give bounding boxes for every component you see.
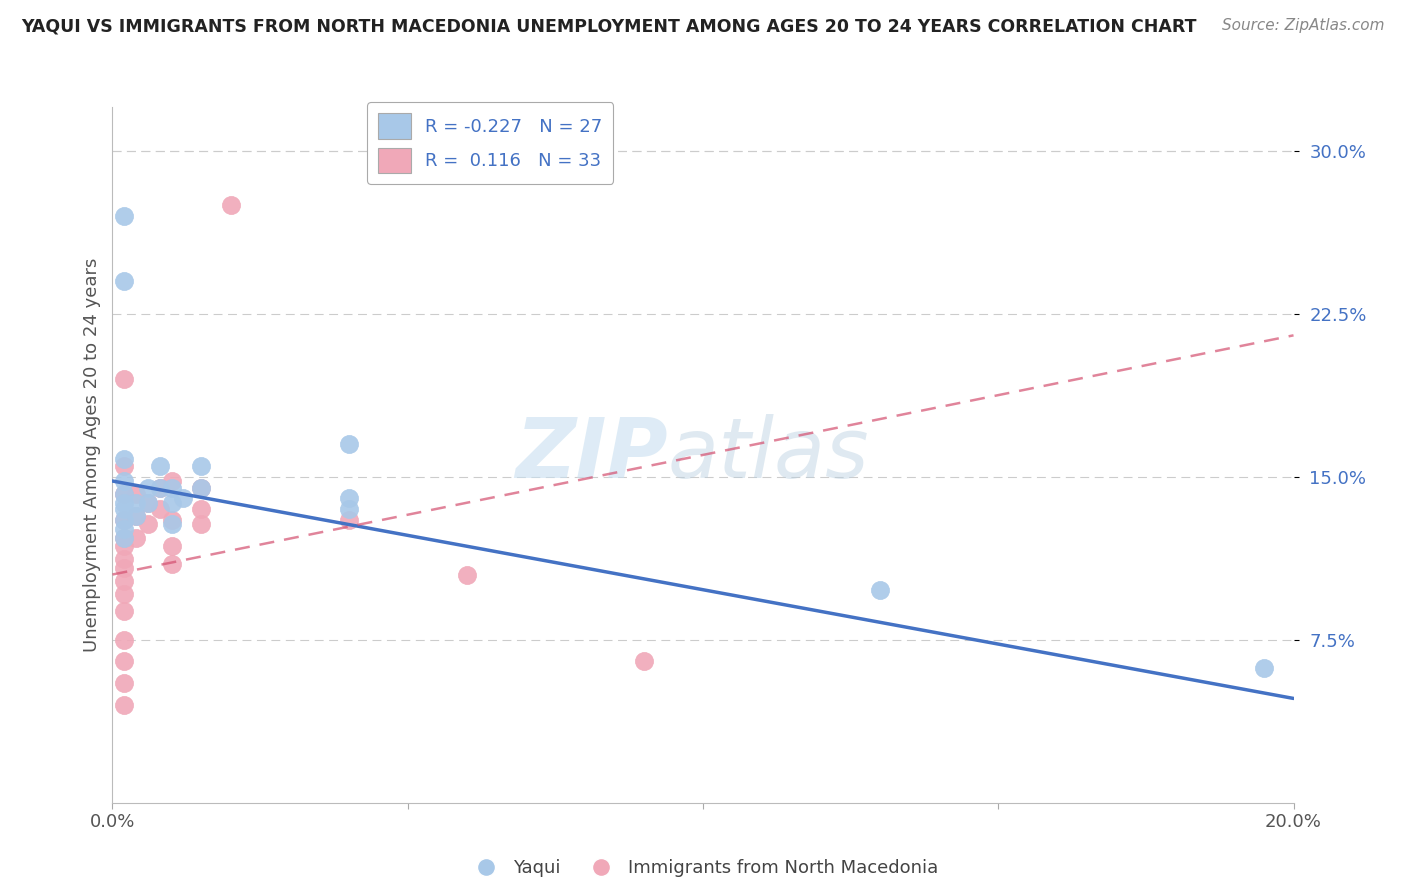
Point bbox=[112, 209, 135, 223]
Point bbox=[149, 481, 172, 495]
Point bbox=[112, 452, 135, 467]
Point bbox=[112, 676, 135, 690]
Point bbox=[112, 496, 135, 510]
Point bbox=[337, 502, 360, 516]
Point bbox=[337, 491, 360, 506]
Point bbox=[869, 582, 891, 597]
Point bbox=[149, 502, 172, 516]
Point bbox=[149, 458, 172, 473]
Point bbox=[112, 587, 135, 601]
Point bbox=[160, 539, 183, 553]
Point bbox=[125, 531, 148, 545]
Point bbox=[112, 274, 135, 288]
Point bbox=[112, 561, 135, 575]
Point bbox=[160, 557, 183, 571]
Point bbox=[112, 605, 135, 619]
Point bbox=[112, 513, 135, 527]
Point bbox=[125, 496, 148, 510]
Point bbox=[190, 502, 212, 516]
Point bbox=[190, 481, 212, 495]
Point bbox=[160, 517, 183, 532]
Point bbox=[112, 655, 135, 669]
Point bbox=[112, 372, 135, 386]
Point bbox=[190, 517, 212, 532]
Point bbox=[190, 481, 212, 495]
Point bbox=[160, 513, 183, 527]
Point bbox=[112, 698, 135, 712]
Point bbox=[112, 458, 135, 473]
Point bbox=[112, 522, 135, 536]
Point bbox=[112, 552, 135, 566]
Point bbox=[190, 458, 212, 473]
Point bbox=[112, 531, 135, 545]
Point bbox=[112, 632, 135, 647]
Point bbox=[160, 496, 183, 510]
Point bbox=[112, 539, 135, 553]
Point bbox=[456, 567, 478, 582]
Point bbox=[112, 474, 135, 488]
Point bbox=[112, 531, 135, 545]
Point bbox=[136, 496, 159, 510]
Point bbox=[112, 487, 135, 501]
Legend: Yaqui, Immigrants from North Macedonia: Yaqui, Immigrants from North Macedonia bbox=[461, 852, 945, 884]
Point bbox=[112, 487, 135, 501]
Point bbox=[112, 574, 135, 588]
Point bbox=[160, 474, 183, 488]
Point bbox=[337, 513, 360, 527]
Point bbox=[1253, 661, 1275, 675]
Point bbox=[125, 487, 148, 501]
Point bbox=[136, 496, 159, 510]
Point bbox=[112, 502, 135, 516]
Point bbox=[125, 508, 148, 523]
Point bbox=[136, 517, 159, 532]
Text: ZIP: ZIP bbox=[515, 415, 668, 495]
Text: Source: ZipAtlas.com: Source: ZipAtlas.com bbox=[1222, 18, 1385, 33]
Point bbox=[219, 198, 242, 212]
Text: atlas: atlas bbox=[668, 415, 869, 495]
Y-axis label: Unemployment Among Ages 20 to 24 years: Unemployment Among Ages 20 to 24 years bbox=[83, 258, 101, 652]
Point bbox=[136, 481, 159, 495]
Point bbox=[149, 481, 172, 495]
Point bbox=[125, 508, 148, 523]
Point bbox=[633, 655, 655, 669]
Point bbox=[112, 513, 135, 527]
Point bbox=[337, 437, 360, 451]
Point bbox=[160, 481, 183, 495]
Point bbox=[172, 491, 194, 506]
Text: YAQUI VS IMMIGRANTS FROM NORTH MACEDONIA UNEMPLOYMENT AMONG AGES 20 TO 24 YEARS : YAQUI VS IMMIGRANTS FROM NORTH MACEDONIA… bbox=[21, 18, 1197, 36]
